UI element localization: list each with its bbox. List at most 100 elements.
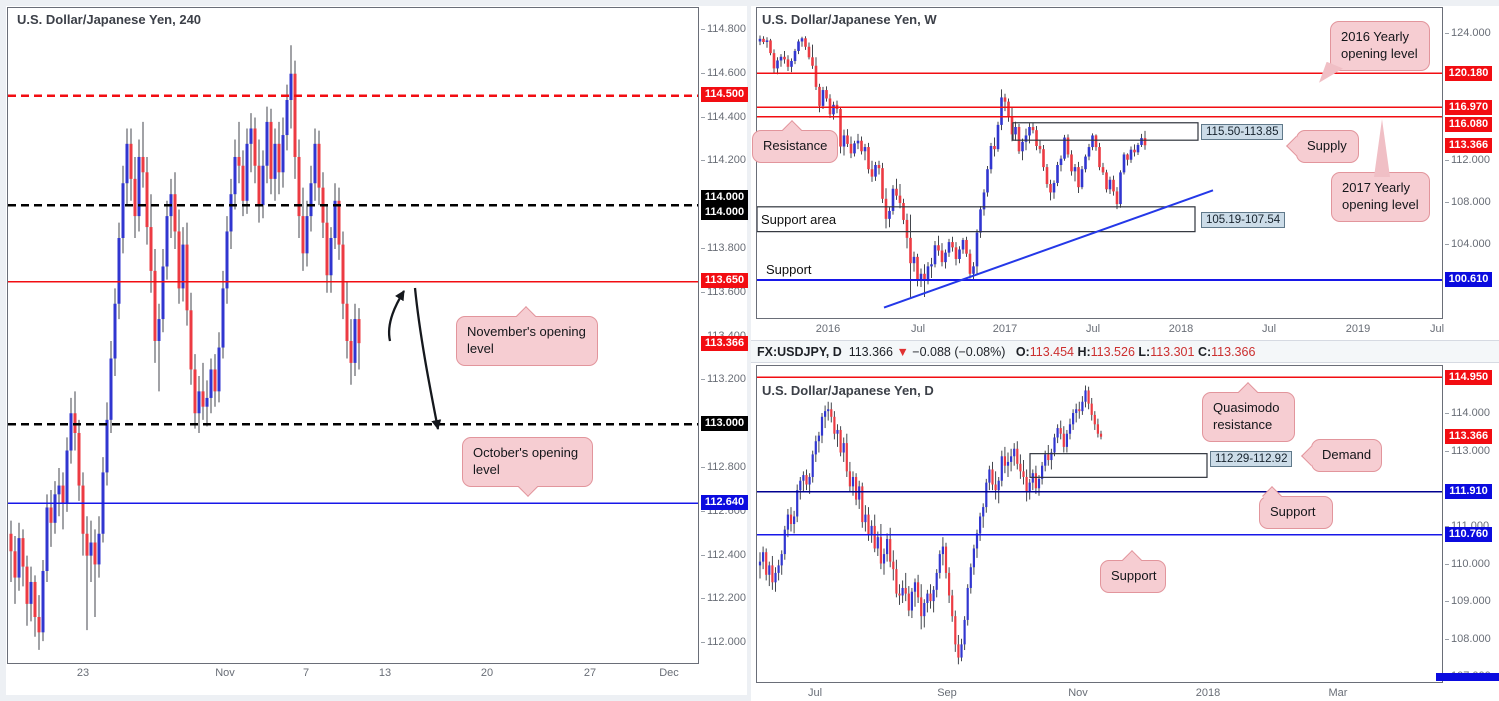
time-axis-tick: Mar [1328,687,1348,699]
time-axis-tick: Nov [215,667,235,679]
candlestick-series [758,35,1147,299]
time-axis-tick: 23 [76,667,90,679]
time-axis-tick: 2018 [1195,687,1221,699]
price-axis-tick: 124.000 [1445,27,1491,40]
support-week-text[interactable]: Support [766,262,812,277]
infobar-segment: −0.088 (−0.08%) [908,345,1016,359]
zone-rectangle[interactable] [1029,453,1208,478]
price-badge: 113.650 [701,273,748,289]
price-badge: 116.970 [1445,99,1492,115]
symbol-info-bar[interactable]: FX:USDJPY, D 113.366 ▼ −0.088 (−0.08%) O… [751,340,1499,363]
infobar-segment: 113.366 [841,345,897,359]
trendline[interactable] [883,189,1214,309]
time-axis-tick: 2017 [992,323,1018,335]
callout-resistance[interactable]: Resistance [752,120,838,163]
infobar-segment: H: [1077,345,1091,359]
time-axis-tick: 2016 [815,323,841,335]
support-range-label[interactable]: 105.19-107.54 [1201,212,1286,228]
daily-time-axis[interactable]: Jul Sep Nov 2018 Mar [757,684,1442,700]
infobar-segment: 113.526 [1090,345,1139,359]
callout-2016-yearly-opening[interactable]: 2016 Yearly opening level [1319,21,1430,83]
price-axis-tick: 112.200 [701,592,746,605]
price-axis-tick: 113.800 [701,241,746,254]
infobar-segment: 113.301 [1150,345,1198,359]
supply-range-label[interactable]: 115.50-113.85 [1201,124,1284,140]
price-badge: 113.000 [701,415,748,431]
price-badge: 112.640 [701,494,748,510]
h4-time-axis[interactable]: 23 Nov 7 13 20 27 Dec [7,664,697,680]
price-badge: 114.500 [701,87,748,103]
callout-november-text: November's opening level [467,324,586,356]
time-axis-tick: 2018 [1168,323,1194,335]
demand-range-label[interactable]: 112.29-112.92 [1210,451,1293,467]
time-axis-tick: Jul [1261,323,1277,335]
price-axis-tick: 112.400 [701,548,746,561]
price-axis-tick: 108.000 [1445,195,1491,208]
infobar-segment: C: [1197,345,1212,359]
weekly-chart-canvas[interactable] [756,7,1443,319]
price-axis-tick: 104.000 [1445,238,1491,251]
price-axis-tick: 112.800 [701,461,746,474]
time-axis-tick: Nov [1068,687,1088,699]
candlestick-series [9,45,361,650]
callout-quasimodo-text: Quasimodo resistance [1213,400,1280,432]
price-axis-tick: 113.200 [701,373,746,386]
daily-price-axis[interactable]: 114.000 113.000 111.000 110.000 109.000 108.0… [1444,366,1499,682]
time-axis-tick: 20 [480,667,494,679]
price-badge: 113.366 [701,335,748,351]
callout-2017-text: 2017 Yearly opening level [1342,180,1419,212]
zone-rectangle[interactable] [757,206,1196,233]
infobar-segment: L: [1138,345,1151,359]
partial-price-badge [1436,673,1499,681]
callout-support-daily-upper[interactable]: Support [1259,486,1333,529]
callout-november-opening-level[interactable]: November's opening level [456,306,598,366]
daily-chart-canvas[interactable] [756,365,1443,683]
callout-october-opening-level[interactable]: October's opening level [462,437,593,497]
price-axis-tick: 112.000 [701,636,746,649]
chart-title-weekly: U.S. Dollar/Japanese Yen, W [762,12,937,27]
callout-quasimodo-resistance[interactable]: Quasimodo resistance [1202,382,1295,442]
infobar-segment: ▼ [896,345,909,359]
price-badge: 100.610 [1445,272,1492,288]
zone-rectangle[interactable] [1012,122,1199,141]
support-area-text[interactable]: Support area [761,212,837,227]
candlestick-series [758,385,1103,665]
price-badge: 111.910 [1445,484,1492,500]
time-axis-tick: Jul [807,687,823,699]
callout-resistance-text: Resistance [763,138,828,153]
price-badge: 116.080 [1445,117,1492,133]
time-axis-tick: 2019 [1345,323,1371,335]
price-axis-tick: 114.000 [1445,407,1490,420]
infobar-segment: O: [1015,345,1030,359]
weekly-time-axis[interactable]: 2016 Jul 2017 Jul 2018 Jul 2019 Jul [757,320,1445,336]
price-axis-tick: 109.000 [1445,595,1491,608]
callout-support-daily-lower[interactable]: Support [1100,550,1166,593]
h4-price-axis[interactable]: 114.800 114.600 114.400 114.200 113.800 113.6… [700,7,748,662]
weekly-price-axis[interactable]: 124.000 112.000 108.000 104.000 120.180 116.9… [1444,8,1499,318]
time-axis-tick: Jul [1429,323,1445,335]
time-axis-tick: Jul [1085,323,1101,335]
callout-support-text: Support [1111,568,1157,583]
price-axis-tick: 114.200 [701,154,746,167]
time-axis-tick: 27 [583,667,597,679]
infobar-segment: 113.366 [1211,345,1256,359]
price-axis-tick: 114.400 [701,110,746,123]
price-axis-tick: 113.000 [1445,444,1490,457]
callout-october-text: October's opening level [473,445,579,477]
time-axis-tick: Dec [659,667,679,679]
time-axis-tick: 13 [378,667,392,679]
price-badge: 114.000 [701,189,748,205]
price-badge: 114.000 [701,204,748,220]
callout-2017-yearly-opening[interactable]: 2017 Yearly opening level [1331,119,1430,222]
callout-demand-text: Demand [1322,447,1372,462]
time-axis-tick: Sep [937,687,957,699]
callout-supply-text: Supply [1307,138,1347,153]
time-axis-tick: 7 [302,667,310,679]
chart-title-daily: U.S. Dollar/Japanese Yen, D [762,383,934,398]
callout-supply[interactable]: Supply [1286,130,1359,163]
price-badge: 114.950 [1445,369,1492,385]
callout-demand[interactable]: Demand [1301,439,1382,472]
callout-2016-text: 2016 Yearly opening level [1341,29,1418,61]
price-axis-tick: 110.000 [1445,557,1490,570]
callout-support-text: Support [1270,504,1316,519]
